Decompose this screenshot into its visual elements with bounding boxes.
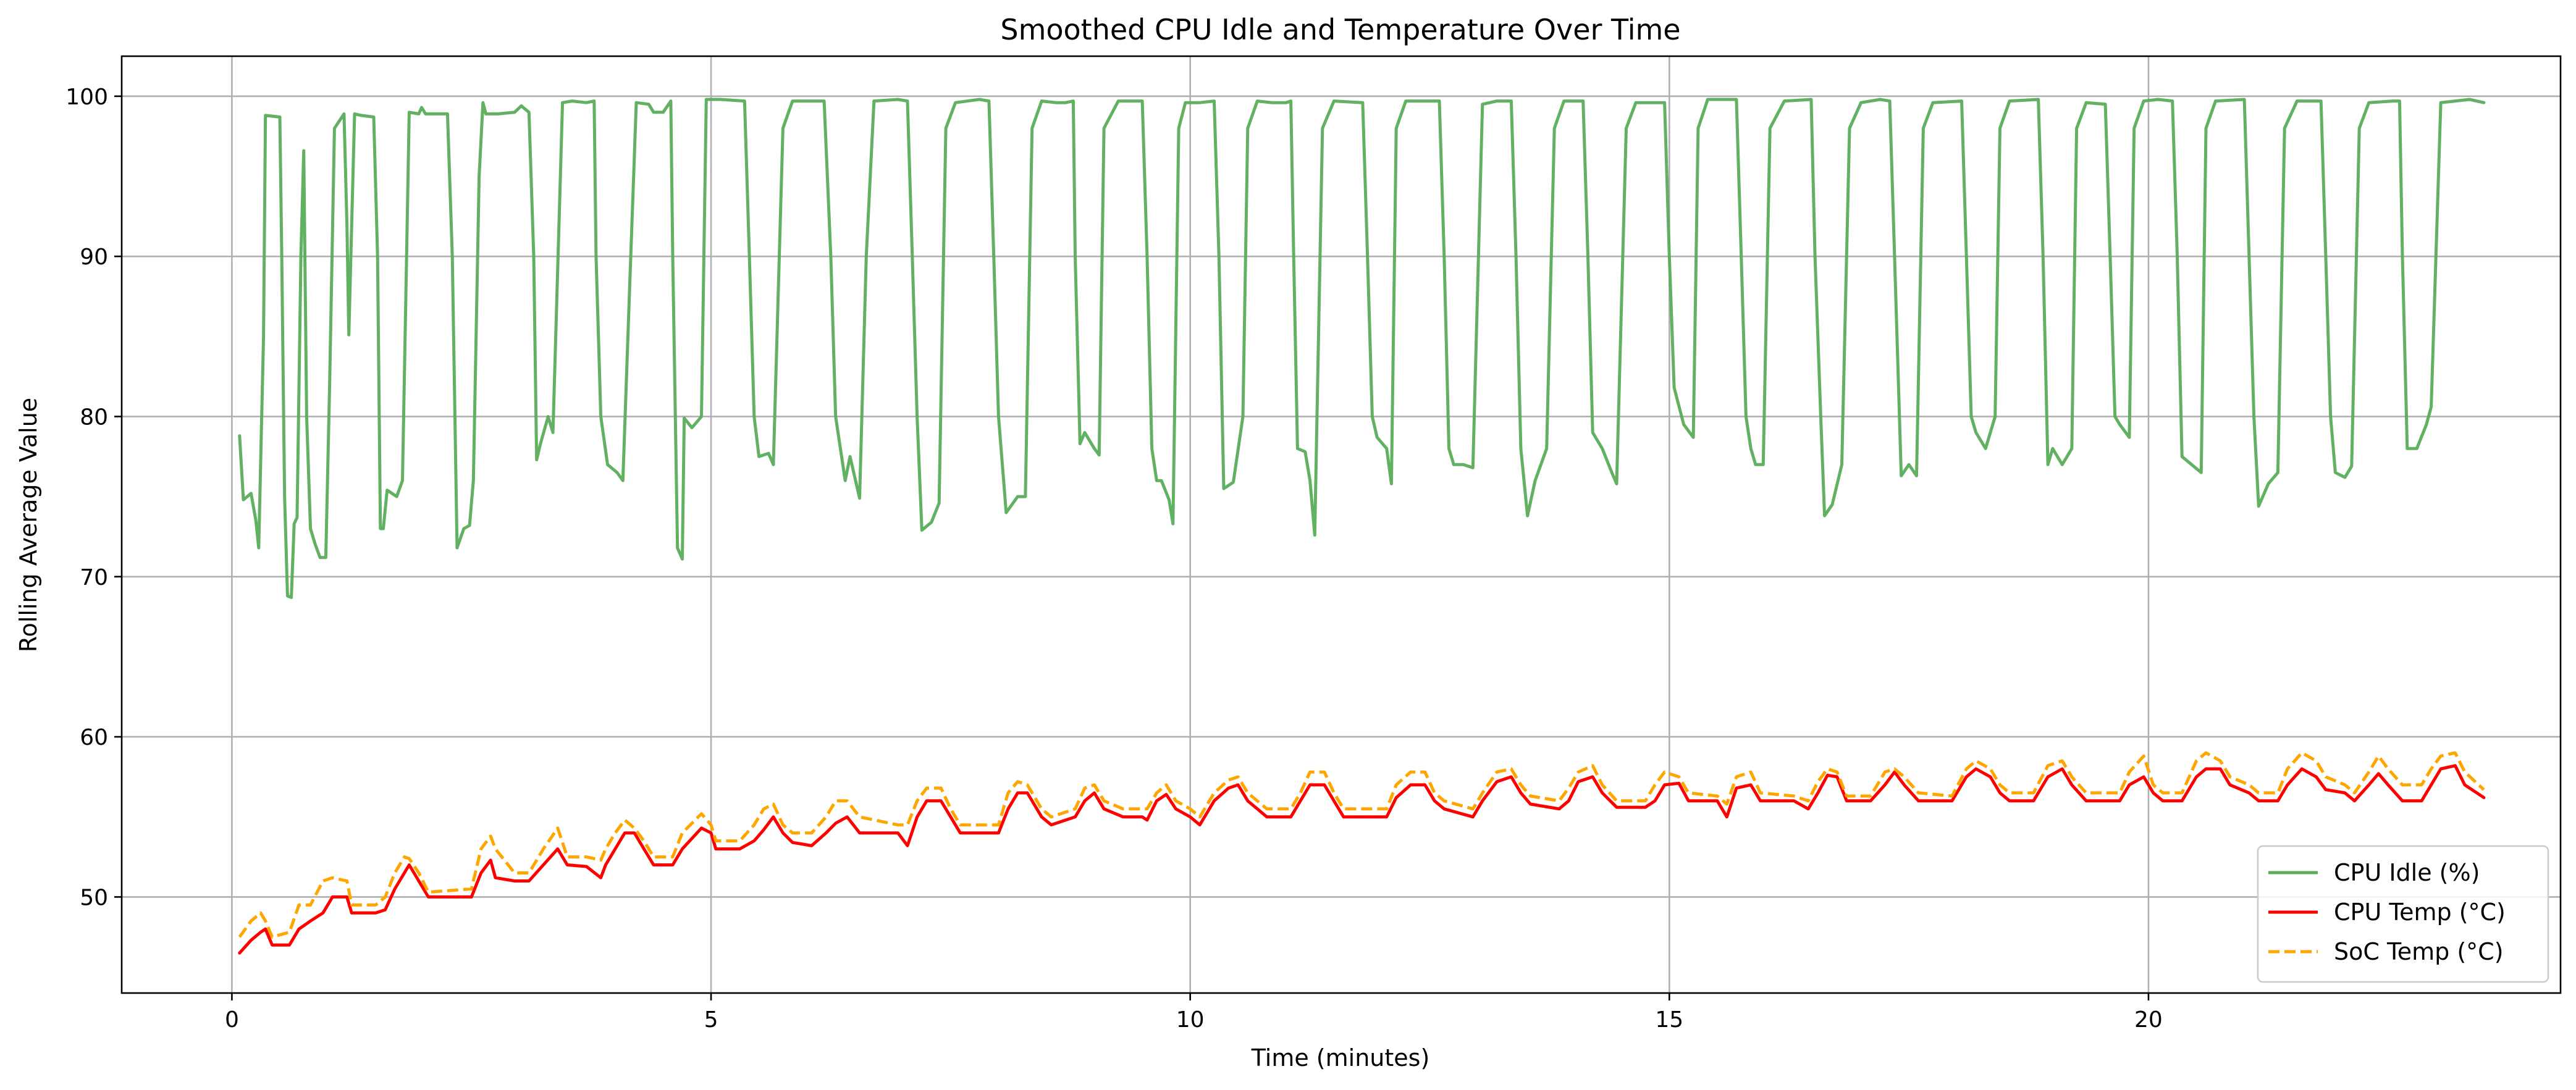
legend-box <box>2257 845 2549 983</box>
x-axis-label: Time (minutes) <box>1251 1044 1430 1071</box>
y-tick-label: 90 <box>80 245 108 270</box>
y-tick-label: 100 <box>65 85 108 110</box>
series-line-cpu-idle <box>238 98 2486 599</box>
legend-label-soc-temp-c: SoC Temp (°C) <box>2334 938 2504 965</box>
grid <box>122 56 2561 993</box>
y-tick-label: 50 <box>80 885 108 910</box>
y-tick-label: 80 <box>80 405 108 430</box>
legend: CPU Idle (%) CPU Temp (°C) SoC Temp (°C) <box>2257 845 2549 983</box>
x-tick-label: 15 <box>1655 1007 1683 1033</box>
series-line-soc-temp-c <box>238 751 2485 939</box>
x-tick-label: 20 <box>2134 1007 2163 1033</box>
series-lines <box>238 98 2486 955</box>
y-tick-label: 60 <box>80 725 108 750</box>
legend-label-cpu-idle: CPU Idle (%) <box>2334 859 2480 886</box>
x-tick-label: 10 <box>1176 1007 1205 1033</box>
plot-frame <box>120 55 2562 994</box>
y-tick-label: 70 <box>80 565 108 590</box>
legend-label-cpu-temp-c: CPU Temp (°C) <box>2334 899 2506 926</box>
series-line-cpu-temp-c <box>238 764 2486 955</box>
axis-ticks: 0 5 10 15 20 50 60 70 80 90 100 <box>65 85 2163 1033</box>
chart-title: Smoothed CPU Idle and Temperature Over T… <box>1000 13 1680 46</box>
y-axis-label: Rolling Average Value <box>15 398 42 652</box>
x-tick-label: 5 <box>704 1007 718 1033</box>
x-tick-label: 0 <box>225 1007 239 1033</box>
